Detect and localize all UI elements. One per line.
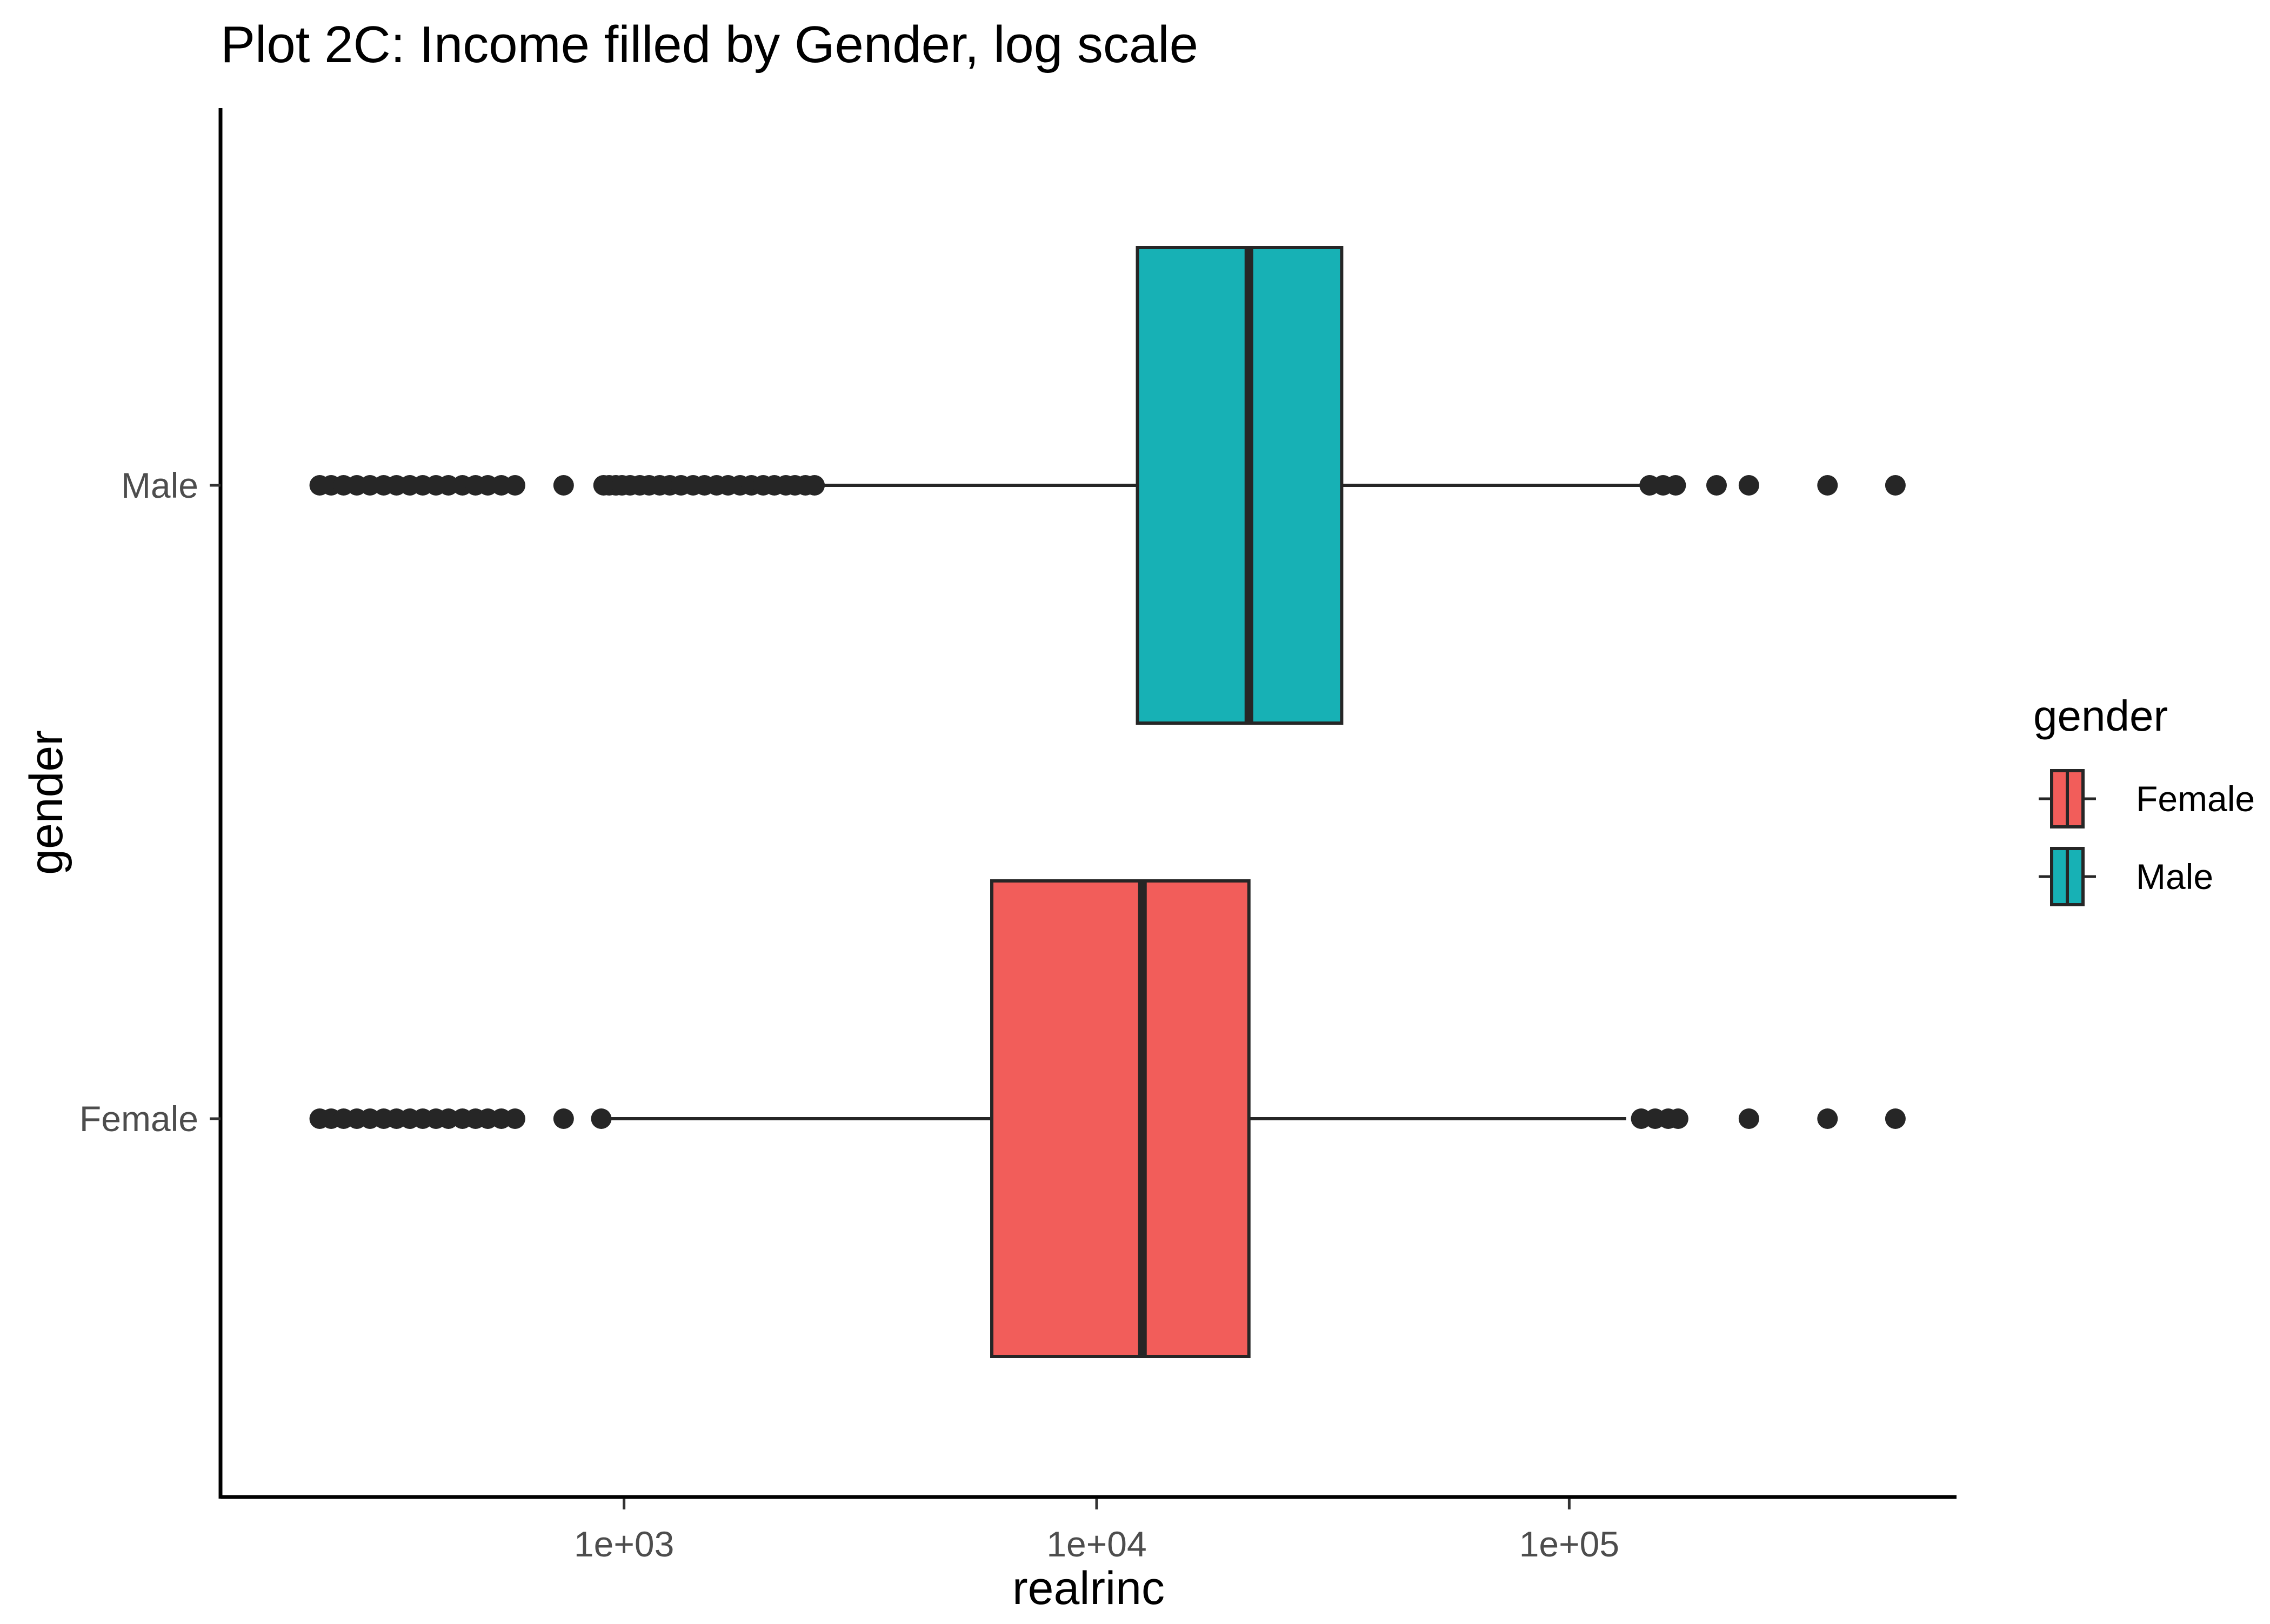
outlier-point	[804, 475, 825, 496]
outlier-point	[1706, 475, 1727, 496]
plot-panel	[309, 246, 1906, 1358]
outlier-point	[1817, 1108, 1838, 1129]
y-tick-label: Male	[121, 465, 198, 505]
legend-item-male: Male	[2039, 847, 2213, 906]
y-axis-title: gender	[21, 730, 72, 875]
x-axis-ticks: 1e+03 1e+04 1e+05	[574, 1499, 1619, 1564]
outlier-point	[553, 475, 574, 496]
legend-item-female: Female	[2039, 769, 2255, 828]
y-tick-label: Female	[79, 1099, 198, 1139]
box-male	[309, 246, 1906, 725]
outlier-point	[553, 1108, 574, 1129]
outlier-point	[1738, 475, 1759, 496]
chart-title: Plot 2C: Income filled by Gender, log sc…	[221, 16, 1198, 73]
outlier-point	[1738, 1108, 1759, 1129]
outlier-point	[1667, 1108, 1688, 1129]
legend-label: Male	[2136, 857, 2213, 897]
legend: gender Female Male	[2033, 692, 2255, 906]
box-female	[309, 879, 1906, 1358]
outlier-point	[1885, 1108, 1906, 1129]
legend-title: gender	[2033, 692, 2168, 740]
x-axis-title: realrinc	[1012, 1562, 1165, 1614]
x-tick-label: 1e+03	[574, 1524, 674, 1564]
outlier-point	[591, 1108, 612, 1129]
outlier-point	[1817, 475, 1838, 496]
outlier-point	[1665, 475, 1686, 496]
legend-label: Female	[2136, 779, 2255, 819]
iqr-box-male	[1136, 246, 1344, 725]
iqr-box-female	[990, 879, 1251, 1358]
y-axis-ticks: Male Female	[79, 465, 221, 1139]
x-tick-label: 1e+04	[1046, 1524, 1146, 1564]
outlier-point	[1885, 475, 1906, 496]
outlier-point	[504, 475, 525, 496]
x-tick-label: 1e+05	[1519, 1524, 1619, 1564]
outlier-point	[504, 1108, 525, 1129]
